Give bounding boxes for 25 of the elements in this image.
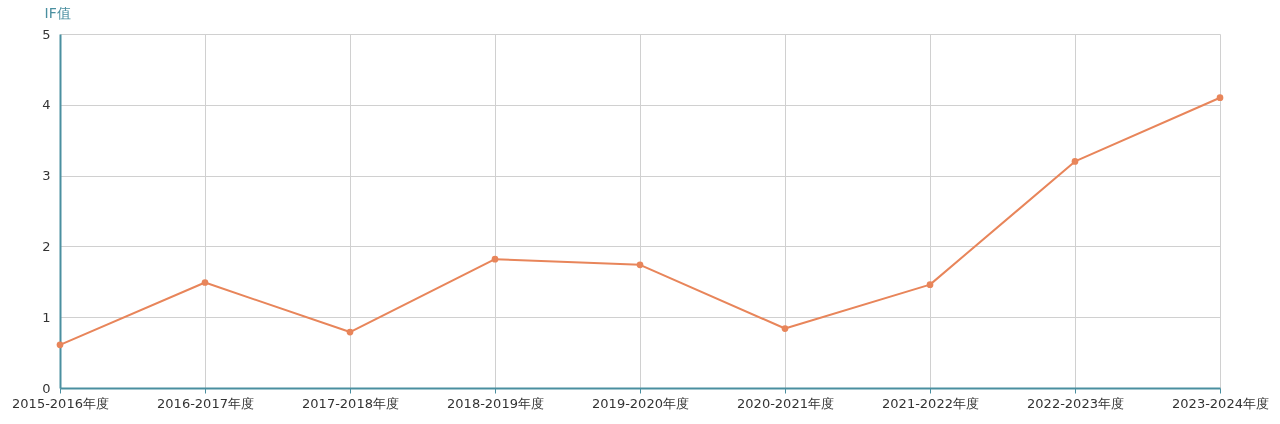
point (781, 325, 789, 332)
x-tick-label: 2022-2023年度 (1027, 395, 1124, 411)
point (1216, 94, 1224, 102)
x-tick-label: 2017-2018年度 (302, 395, 399, 411)
point (346, 328, 354, 336)
y-axis-title: IF值 (44, 4, 71, 21)
y-tick-label: 1 (42, 309, 51, 325)
x-tick-label: 2015-2016年度 (12, 395, 109, 411)
point (926, 281, 934, 288)
y-tick-label: 4 (42, 97, 51, 113)
y-tick-label: 0 (42, 380, 51, 396)
point (636, 261, 644, 269)
x-tick-label: 2020-2021年度 (737, 395, 834, 411)
y-tick-label: 5 (42, 26, 51, 42)
x-tick-label: 2019-2020年度 (592, 395, 689, 411)
x-tick-label: 2016-2017年度 (157, 395, 254, 411)
y-tick-label: 3 (42, 168, 51, 184)
point (201, 279, 209, 286)
x-tick-label: 2021-2022年度 (882, 395, 979, 411)
point (491, 255, 499, 263)
x-tick-label: 2018-2019年度 (447, 395, 544, 411)
point (1071, 158, 1079, 165)
point (56, 341, 64, 349)
x-tick-label: 2023-2024年度 (1172, 395, 1269, 411)
y-tick-label: 2 (42, 238, 51, 254)
